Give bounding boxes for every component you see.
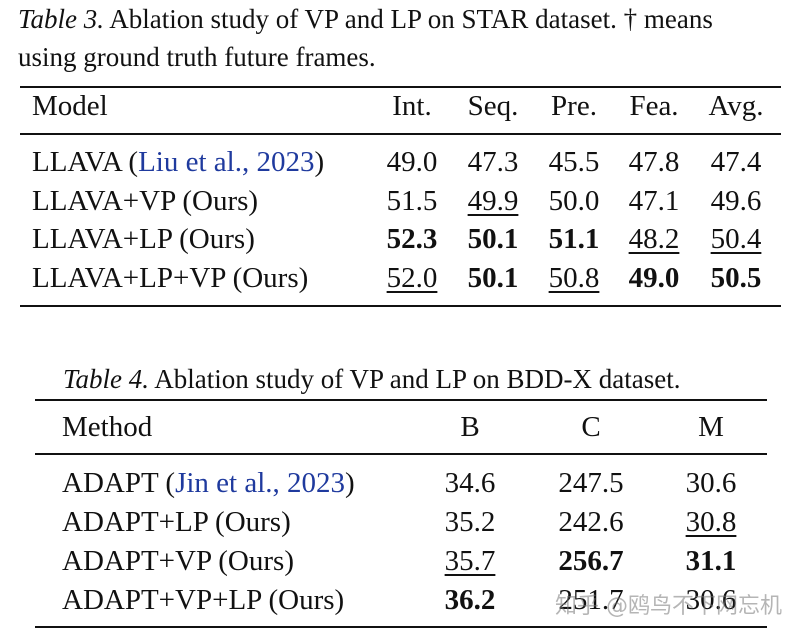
table3-cell: 50.4 [710, 223, 762, 255]
table3-cell: 49.0 [628, 262, 680, 294]
table3-cell: 50.8 [548, 262, 600, 294]
table3-cell: 50.1 [467, 262, 519, 294]
citation-link-liu[interactable]: Liu et al., 2023 [138, 146, 315, 178]
table3-cell: 47.3 [467, 146, 519, 178]
table3-cell: 51.1 [548, 223, 600, 255]
table4-cell: 30.6 [685, 467, 737, 499]
table3-header-seq: Seq. [467, 90, 519, 122]
table4-model: ADAPT+VP+LP (Ours) [62, 584, 345, 616]
table3-header-fea: Fea. [629, 90, 679, 122]
table4-cell: 256.7 [558, 545, 624, 577]
table4-header-method: Method [62, 411, 153, 443]
table3-caption-line2: using ground truth future frames. [18, 42, 376, 72]
watermark: 知乎 @鸥鸟不下网忘机 [555, 594, 782, 619]
table3-cell: 51.5 [386, 185, 438, 217]
table4-cell: 34.6 [444, 467, 496, 499]
table3-cell: 48.2 [628, 223, 680, 255]
table3-top-rule [20, 86, 781, 88]
table3-model: LLAVA+VP (Ours) [32, 185, 259, 217]
citation-link-jin[interactable]: Jin et al., 2023 [175, 467, 346, 499]
table3-cell: 52.3 [386, 223, 438, 255]
table3-cell: 47.4 [710, 146, 762, 178]
table4-model: ADAPT+VP (Ours) [62, 545, 294, 577]
table4-cell: 35.2 [444, 506, 496, 538]
table3-header-rule [20, 133, 781, 135]
table3-cell: 47.1 [628, 185, 680, 217]
table4-cell: 30.6 [685, 584, 737, 616]
table4-caption-label: Table 4. [63, 364, 150, 394]
table3-cell: 47.8 [628, 146, 680, 178]
table4-model-adapt: ADAPT (Jin et al., 2023) [62, 467, 355, 499]
table4-bottom-rule [35, 626, 767, 628]
table4-cell: 35.7 [444, 545, 496, 577]
table3-model: LLAVA+LP+VP (Ours) [32, 262, 309, 294]
table4-caption-text: Ablation study of VP and LP on BDD-X dat… [149, 364, 681, 394]
table4-top-rule [35, 399, 767, 401]
table3-cell: 49.9 [467, 185, 519, 217]
table4-cell: 30.8 [685, 506, 737, 538]
table4-model: ADAPT+LP (Ours) [62, 506, 291, 538]
table4-caption: Table 4. Ablation study of VP and LP on … [63, 362, 681, 396]
table4-header-rule [35, 453, 767, 455]
table3-header-int: Int. [392, 90, 432, 122]
table4-cell: 31.1 [685, 545, 737, 577]
table4-header-b: B [460, 411, 480, 443]
table4-header-m: M [698, 411, 724, 443]
table3-model: LLAVA+LP (Ours) [32, 223, 255, 255]
table3-cell: 45.5 [548, 146, 600, 178]
table4-cell: 247.5 [558, 467, 624, 499]
table4-cell: 251.7 [558, 584, 624, 616]
table3-cell: 52.0 [386, 262, 438, 294]
table4-header-c: C [581, 411, 601, 443]
table3-model-llava: LLAVA (Liu et al., 2023) [32, 146, 325, 178]
table3-header-avg: Avg. [708, 90, 764, 122]
table3-caption-label: Table 3. [18, 4, 105, 34]
table4-cell: 242.6 [558, 506, 624, 538]
table3-cell: 50.0 [548, 185, 600, 217]
table3-cell: 50.5 [710, 262, 762, 294]
table3-cell: 49.6 [710, 185, 762, 217]
table4-cell: 36.2 [444, 584, 496, 616]
table3-header-pre: Pre. [551, 90, 597, 122]
table3-cell: 50.1 [467, 223, 519, 255]
table3-caption-text: Ablation study of VP and LP on STAR data… [104, 4, 713, 34]
table3-header-model: Model [32, 90, 108, 122]
table3-bottom-rule [20, 305, 781, 307]
table3-cell: 49.0 [386, 146, 438, 178]
table3-caption: Table 3. Ablation study of VP and LP on … [18, 2, 713, 36]
